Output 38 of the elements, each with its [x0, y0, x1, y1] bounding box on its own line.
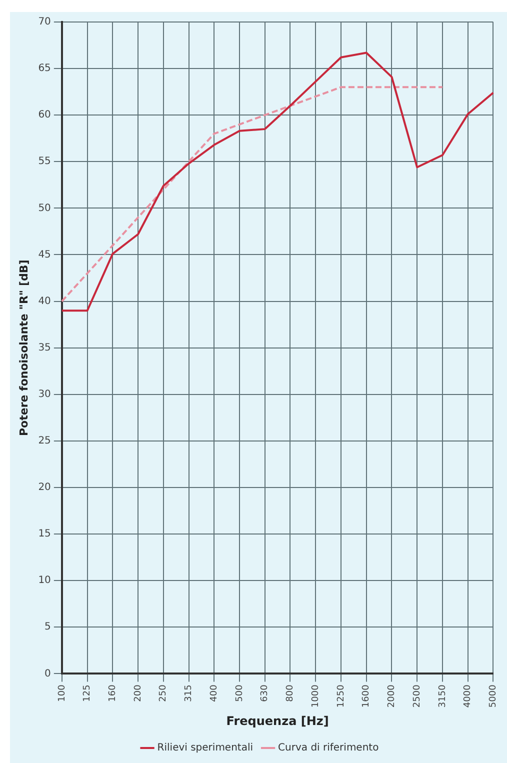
y-tick-label: 20: [38, 482, 51, 494]
x-tick-label: 1250: [336, 684, 346, 708]
x-tick-label: 200: [133, 684, 144, 702]
x-tick-label: 1000: [310, 684, 321, 708]
x-tick-label: 160: [108, 684, 118, 702]
y-tick-label: 40: [38, 296, 51, 307]
legend-label: Rilievi sperimentali: [157, 742, 254, 754]
x-tick-label: 3150: [438, 684, 448, 708]
x-tick-label: 800: [286, 684, 296, 702]
y-tick-label: 50: [38, 202, 51, 214]
x-tick-label: 5000: [488, 684, 499, 708]
y-tick-label: 0: [44, 668, 51, 680]
x-tick-label: 250: [158, 684, 169, 702]
y-tick-label: 35: [38, 342, 51, 354]
y-tick-label: 65: [38, 63, 51, 74]
x-tick-label: 1600: [362, 684, 372, 708]
y-tick-label: 55: [38, 156, 51, 168]
x-tick-label: 4000: [463, 684, 474, 708]
y-tick-label: 45: [38, 249, 51, 260]
x-tick-label: 400: [209, 684, 220, 702]
y-tick-label: 70: [38, 16, 51, 28]
x-tick-label: 500: [234, 684, 245, 702]
x-axis-title: Frequenza [Hz]: [226, 714, 329, 728]
y-tick-label: 60: [38, 110, 51, 121]
x-tick-label: 315: [184, 684, 194, 702]
y-tick-label: 5: [44, 622, 51, 633]
line-series: [60, 86, 444, 302]
y-axis-title: Potere fonoisolante "R" [dB]: [17, 260, 30, 436]
y-tick-label: 15: [38, 528, 51, 540]
x-tick-label: 2500: [412, 684, 422, 708]
x-tick-label: 2000: [387, 684, 398, 708]
y-tick-label: 25: [38, 436, 51, 447]
x-tick-label: 125: [82, 684, 93, 702]
y-tick-label: 10: [38, 575, 51, 586]
legend-label: Curva di riferimento: [278, 742, 379, 754]
y-tick-label: 30: [38, 388, 51, 400]
x-tick-label: 630: [260, 684, 270, 702]
x-tick-label: 100: [57, 684, 68, 702]
